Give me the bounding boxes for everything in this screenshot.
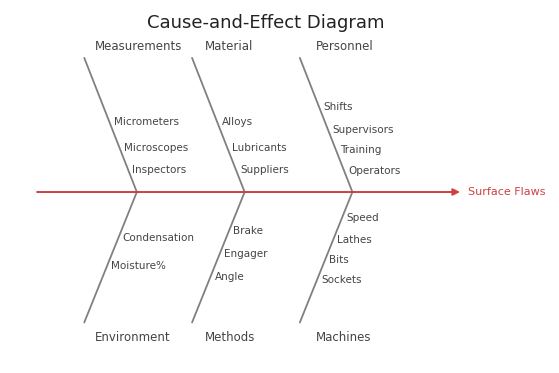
Text: Measurements: Measurements (95, 40, 182, 53)
Text: Inspectors: Inspectors (132, 165, 187, 175)
Text: Condensation: Condensation (122, 233, 195, 243)
Text: Machines: Machines (316, 330, 371, 344)
Text: Lathes: Lathes (338, 235, 372, 245)
Text: Suppliers: Suppliers (240, 165, 289, 175)
Text: Shifts: Shifts (324, 103, 353, 113)
Text: Methods: Methods (205, 330, 255, 344)
Text: Micrometers: Micrometers (113, 117, 179, 127)
Text: Angle: Angle (215, 272, 244, 282)
Text: Lubricants: Lubricants (231, 143, 286, 153)
Text: Material: Material (205, 40, 254, 53)
Text: Cause-and-Effect Diagram: Cause-and-Effect Diagram (147, 14, 385, 32)
Text: Supervisors: Supervisors (332, 125, 394, 135)
Text: Personnel: Personnel (316, 40, 373, 53)
Text: Operators: Operators (348, 166, 401, 176)
Text: Bits: Bits (329, 255, 349, 265)
Text: Speed: Speed (346, 213, 379, 223)
Text: Moisture%: Moisture% (111, 260, 167, 270)
Text: Alloys: Alloys (221, 117, 253, 127)
Text: Environment: Environment (95, 330, 170, 344)
Text: Engager: Engager (224, 250, 267, 260)
Text: Sockets: Sockets (321, 275, 362, 285)
Text: Training: Training (340, 145, 381, 155)
Text: Microscopes: Microscopes (124, 143, 188, 153)
Text: Surface Flaws: Surface Flaws (468, 187, 546, 197)
Text: Brake: Brake (233, 226, 263, 236)
